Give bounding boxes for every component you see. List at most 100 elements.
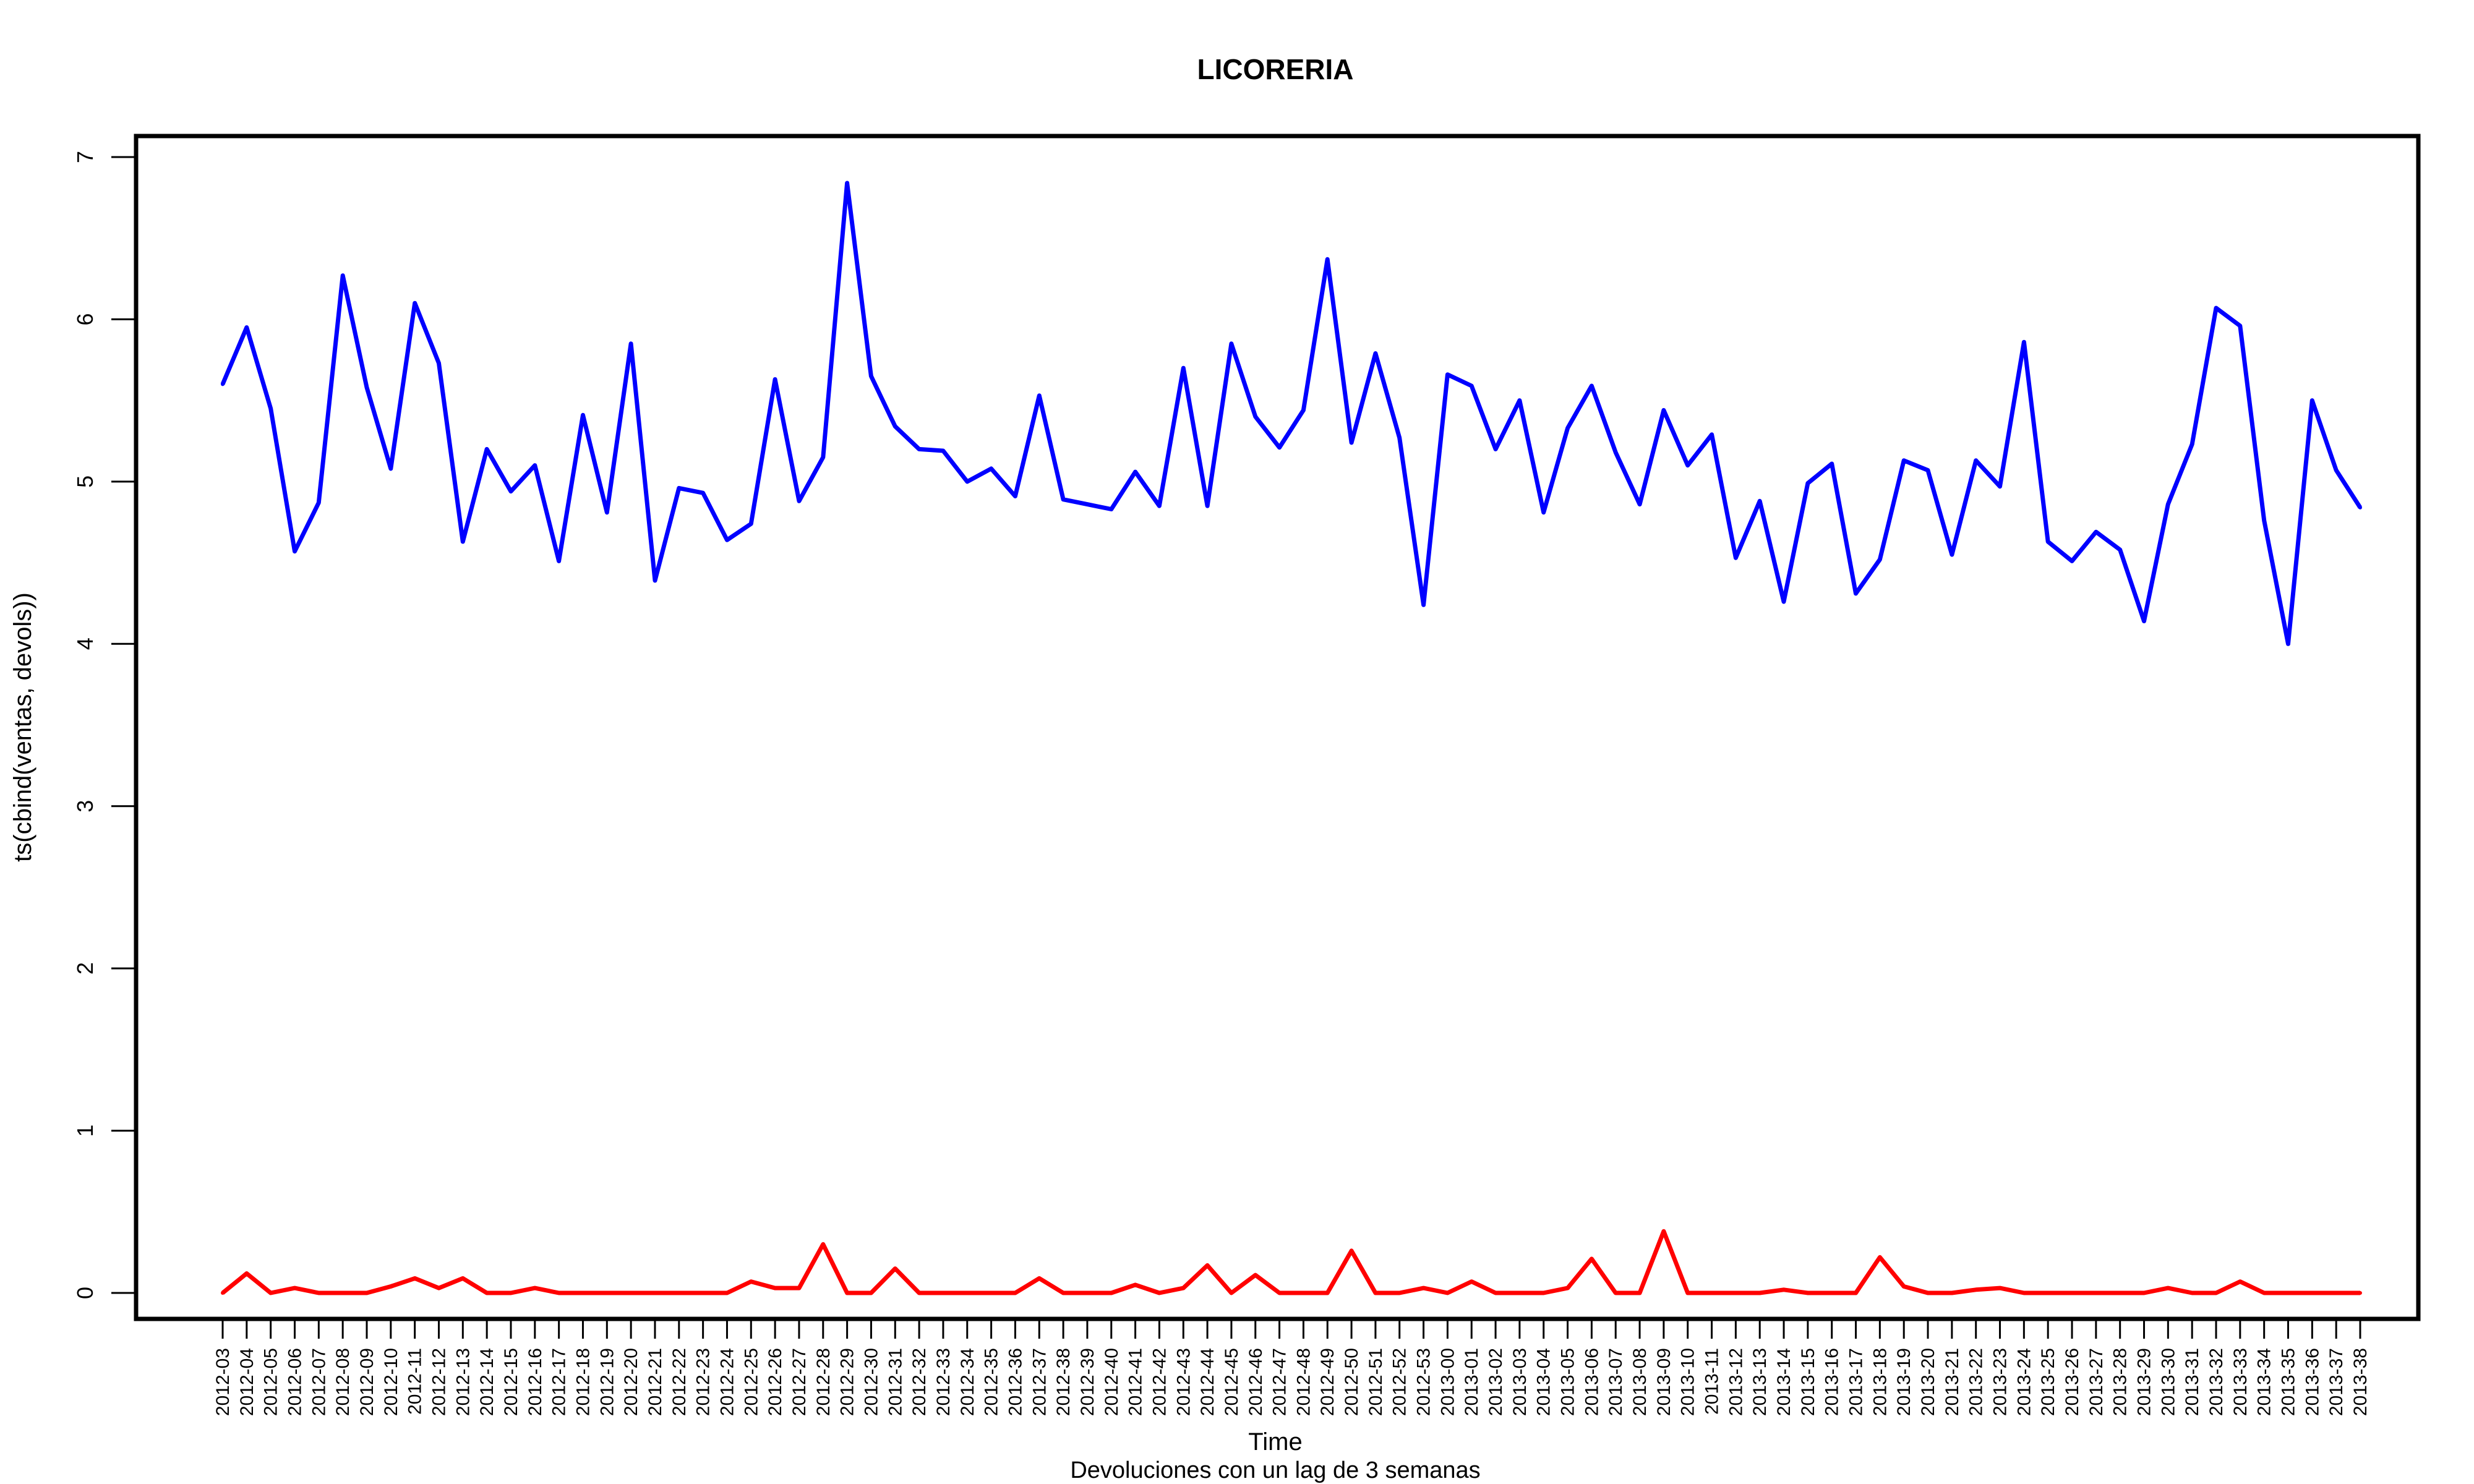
x-tick-label: 2012-14 (477, 1348, 497, 1416)
series-1-point (989, 466, 993, 471)
series-1-point (1085, 502, 1089, 506)
series-1-point (1974, 458, 1978, 463)
series-1-point (1854, 591, 1858, 595)
series-2-point (581, 1291, 585, 1295)
series-2-point (1229, 1291, 1233, 1295)
series-1-point (1181, 366, 1186, 370)
x-tick-label: 2013-25 (2038, 1348, 2058, 1416)
series-1-point (2190, 442, 2194, 446)
series-2-point (773, 1286, 777, 1290)
y-axis: 0 1 2 3 4 5 6 7 (72, 151, 137, 1299)
x-tick-label: 2013-00 (1437, 1348, 1458, 1416)
x-tick-label: 2013-14 (1774, 1348, 1794, 1416)
x-tick-label: 2013-21 (1942, 1348, 1963, 1416)
x-tick-label: 2012-35 (982, 1348, 1002, 1416)
series-2-point (2214, 1291, 2219, 1295)
x-tick-label: 2012-11 (405, 1348, 426, 1415)
x-tick-label: 2012-42 (1149, 1348, 1170, 1416)
series-1-point (1614, 450, 1618, 454)
x-tick-label: 2013-16 (1822, 1348, 1843, 1416)
x-tick-label: 2012-36 (1005, 1348, 1025, 1416)
series-1-point (725, 538, 729, 542)
x-tick-label: 2013-15 (1798, 1348, 1818, 1416)
x-tick-label: 2012-22 (669, 1348, 690, 1416)
series-1-point (1013, 494, 1017, 498)
series-1-point (1373, 351, 1377, 356)
series-1-point (1133, 470, 1137, 474)
x-tick-label: 2013-23 (1990, 1348, 2011, 1416)
series-2-point (388, 1284, 393, 1289)
x-tick-label: 2012-32 (909, 1348, 930, 1416)
x-tick-label: 2012-09 (357, 1348, 377, 1416)
x-tick-label: 2013-03 (1510, 1348, 1530, 1416)
x-tick-label: 2012-05 (261, 1348, 281, 1416)
series-2-point (821, 1242, 825, 1247)
series-2-point (605, 1291, 609, 1295)
series-1-point (1157, 504, 1162, 508)
series-1-point (2334, 468, 2339, 472)
series-2-point (1061, 1291, 1066, 1295)
x-tick-label: 2013-32 (2206, 1348, 2227, 1416)
plot-frame (134, 134, 2421, 1321)
x-tick-label: 2012-03 (213, 1348, 233, 1416)
series-2-point (461, 1276, 465, 1281)
series-2-point (2238, 1279, 2242, 1284)
x-tick-label: 2012-21 (645, 1348, 666, 1416)
x-tick-label: 2013-36 (2302, 1348, 2322, 1416)
series-2-point (508, 1291, 513, 1295)
series-1-point (605, 510, 609, 514)
series-1-point (2358, 505, 2362, 510)
x-tick-label: 2012-28 (813, 1348, 834, 1416)
series-1-point (1061, 497, 1066, 501)
x-axis: 2012-03 2012-04 2012-05 2012-06 2012-07 2012-… (213, 1318, 2371, 1416)
chart-title: LICORERIA (1197, 53, 1354, 85)
series-1-point (1661, 408, 1666, 412)
series-2-point (2286, 1291, 2290, 1295)
series-1-point (821, 455, 825, 459)
series-1-point (2262, 518, 2266, 522)
x-tick-label: 2013-37 (2326, 1348, 2347, 1416)
series-1-point (1037, 393, 1042, 398)
y-axis-label: ts(cbind(ventas, devols)) (9, 592, 36, 862)
x-tick-label: 2013-02 (1486, 1348, 1506, 1416)
series-2-point (485, 1291, 489, 1295)
x-tick-label: 2012-43 (1173, 1348, 1194, 1416)
series-2-point (557, 1291, 561, 1295)
series-2-point (1661, 1229, 1666, 1234)
series-2-point (533, 1286, 537, 1290)
x-tick-label: 2012-45 (1222, 1348, 1242, 1416)
series-1-point (317, 500, 321, 505)
x-tick-label: 2013-13 (1750, 1348, 1770, 1416)
x-tick-label: 2013-24 (2014, 1348, 2034, 1416)
series-1-line (220, 181, 2362, 646)
series-2-point (1902, 1284, 1906, 1289)
series-1-point (1565, 426, 1570, 430)
series-2-point (1758, 1291, 1762, 1295)
series-2-point (1974, 1287, 1978, 1292)
x-tick-label: 2013-33 (2230, 1348, 2251, 1416)
x-tick-label: 2012-12 (429, 1348, 449, 1416)
x-tick-label: 2013-29 (2134, 1348, 2155, 1416)
series-1-point (2238, 323, 2242, 328)
series-1-point (1517, 398, 1522, 403)
x-tick-label: 2012-07 (309, 1348, 329, 1416)
series-1-point (797, 499, 801, 503)
series-2-point (1590, 1256, 1594, 1261)
x-tick-label: 2013-34 (2254, 1348, 2275, 1416)
series-2-point (2022, 1291, 2026, 1295)
series-1-point (2094, 530, 2098, 534)
series-1-point (1325, 257, 1330, 262)
x-tick-label: 2013-18 (1870, 1348, 1890, 1416)
x-tick-label: 2012-24 (717, 1348, 737, 1416)
series-2-point (845, 1291, 849, 1295)
series-1-point (1277, 445, 1282, 450)
series-1-point (581, 413, 585, 417)
series-2-point (1301, 1291, 1306, 1295)
x-tick-label: 2012-26 (765, 1348, 785, 1416)
series-1-point (221, 382, 225, 386)
series-2-point (2046, 1291, 2050, 1295)
x-tick-label: 2013-27 (2086, 1348, 2107, 1416)
series-2-point (293, 1286, 297, 1290)
y-tick-label: 4 (72, 638, 98, 650)
series-1-point (1758, 499, 1762, 503)
